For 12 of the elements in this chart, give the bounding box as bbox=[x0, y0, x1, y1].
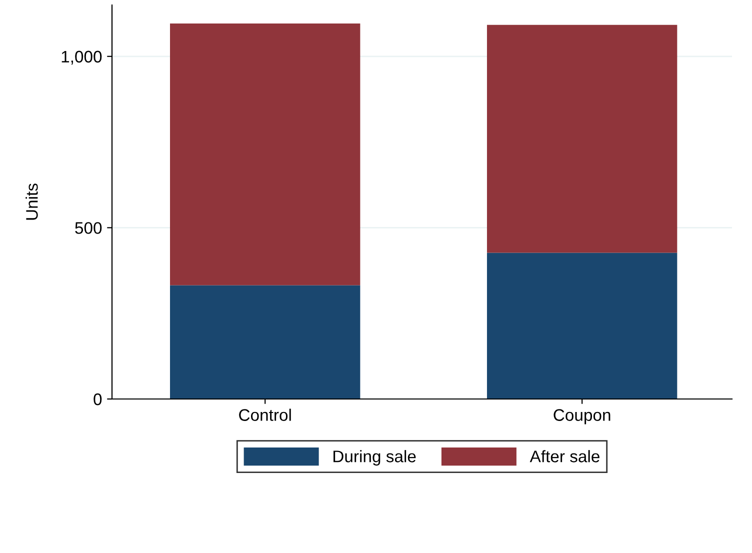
bar bbox=[170, 285, 360, 399]
bar bbox=[170, 24, 360, 286]
y-tick-label: 1,000 bbox=[62, 50, 102, 65]
x-tick-label: Control bbox=[239, 408, 291, 421]
y-axis-title: Units bbox=[26, 184, 38, 220]
bar bbox=[486, 24, 678, 253]
y-tick-label: 0 bbox=[94, 393, 102, 406]
bar bbox=[486, 252, 678, 399]
y-tick-label: 500 bbox=[75, 222, 102, 234]
legend-label: During sale bbox=[334, 450, 416, 466]
x-tick-label: Coupon bbox=[554, 409, 610, 424]
legend-label: After sale bbox=[530, 450, 600, 462]
